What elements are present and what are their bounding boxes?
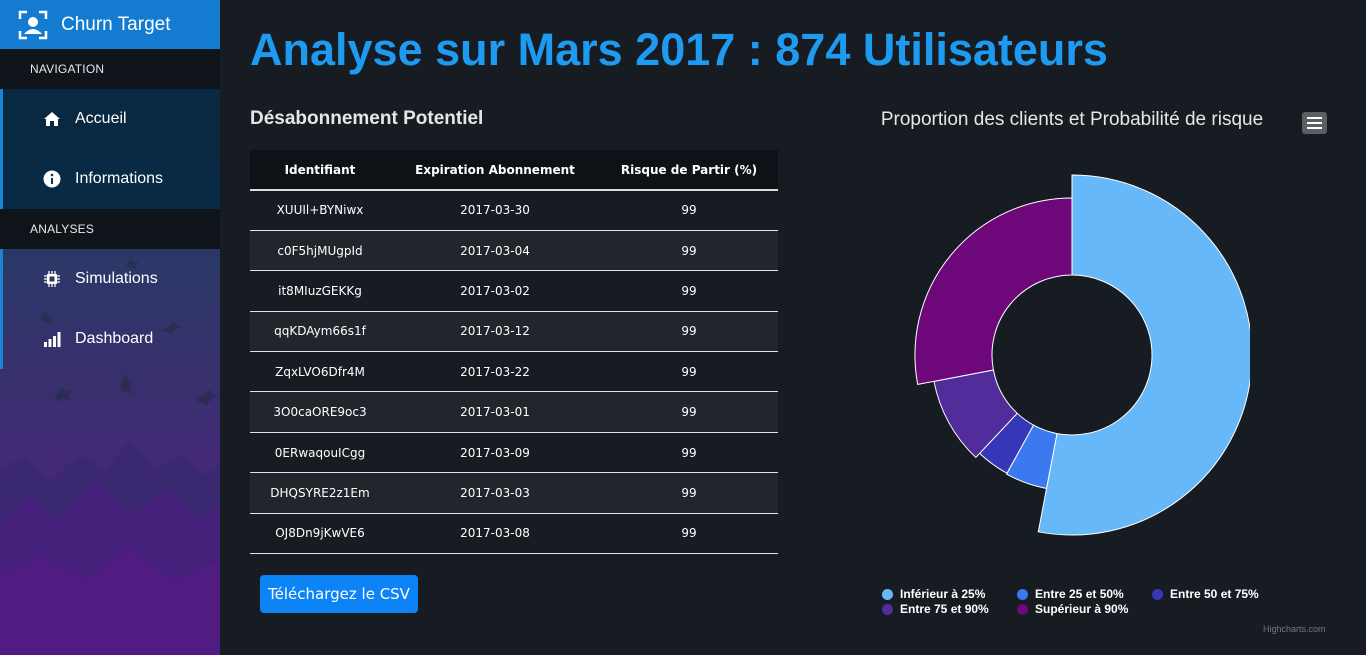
cell-identifiant: qqKDAym66s1f [250,311,390,353]
cell-expiration: 2017-03-22 [390,351,600,393]
cell-risque: 99 [600,190,778,231]
legend-swatch [882,588,893,600]
table-row: it8MIuzGEKKg 2017-03-02 99 [250,270,778,312]
chart-menu-button[interactable] [1302,112,1327,134]
legend-item[interactable]: Entre 75 et 90% [882,602,989,616]
table-row: c0F5hjMUgpId 2017-03-04 99 [250,230,778,272]
brand-name: Churn Target [61,13,171,35]
legend-item[interactable]: Supérieur à 90% [1017,602,1128,616]
hamburger-line [1307,122,1322,124]
legend-swatch [1017,588,1028,600]
nav-group-navigation-bg [0,89,220,209]
cell-expiration: 2017-03-03 [390,472,600,514]
cell-identifiant: 0ERwaqouICgg [250,432,390,474]
table-row: XUUIl+BYNiwx 2017-03-30 99 [250,190,778,231]
table-row: 0ERwaqouICgg 2017-03-09 99 [250,432,778,474]
sidebar-item-label: Accueil [75,110,127,127]
column-header-risque[interactable]: Risque de Partir (%) [600,150,778,191]
column-header-expiration[interactable]: Expiration Abonnement [390,150,600,191]
cell-expiration: 2017-03-08 [390,513,600,555]
section-title: Désabonnement Potentiel [250,108,484,129]
sidebar-item-label: Simulations [75,270,158,287]
donut-slice[interactable] [1037,174,1250,536]
page-title: Analyse sur Mars 2017 : 874 Utilisateurs [250,24,1108,75]
cell-expiration: 2017-03-30 [390,190,600,231]
legend-label: Entre 25 et 50% [1035,587,1124,601]
cell-risque: 99 [600,311,778,353]
sidebar: Churn Target NAVIGATION Accueil Informat… [0,0,220,655]
hamburger-line [1307,127,1322,129]
donut-slice[interactable] [914,197,1073,386]
legend-swatch [1152,588,1163,600]
table-header-row: Identifiant Expiration Abonnement Risque… [250,150,778,191]
table-row: ZqxLVO6Dfr4M 2017-03-22 99 [250,351,778,393]
sidebar-item-label: Dashboard [75,330,154,347]
cell-expiration: 2017-03-09 [390,432,600,474]
cell-expiration: 2017-03-02 [390,270,600,312]
legend-swatch [882,603,893,615]
cell-risque: 99 [600,513,778,555]
sidebar-item-label: Informations [75,170,164,187]
cell-risque: 99 [600,391,778,433]
cell-expiration: 2017-03-01 [390,391,600,433]
mountain-background [0,259,220,655]
chip-icon [43,270,61,288]
chart-title: Proportion des clients et Probabilité de… [880,109,1264,130]
chart-credits[interactable]: Highcharts.com [1263,624,1326,634]
cell-identifiant: XUUIl+BYNiwx [250,190,390,231]
legend-label: Inférieur à 25% [900,587,986,601]
cell-risque: 99 [600,472,778,514]
legend-label: Entre 50 et 75% [1170,587,1259,601]
info-icon [43,170,61,188]
sidebar-item-simulations[interactable]: Simulations [0,249,220,309]
donut-chart [914,174,1250,536]
table-row: DHQSYRE2z1Em 2017-03-03 99 [250,472,778,514]
download-csv-button[interactable]: Téléchargez le CSV [260,575,418,613]
legend-item[interactable]: Inférieur à 25% [882,587,985,601]
cell-identifiant: it8MIuzGEKKg [250,270,390,312]
table-row: OJ8Dn9jKwVE6 2017-03-08 99 [250,513,778,555]
cell-risque: 99 [600,230,778,272]
legend-swatch [1017,603,1028,615]
cell-identifiant: ZqxLVO6Dfr4M [250,351,390,393]
legend-item[interactable]: Entre 25 et 50% [1017,587,1124,601]
sidebar-item-dashboard[interactable]: Dashboard [0,309,220,369]
cell-expiration: 2017-03-04 [390,230,600,272]
cell-identifiant: 3O0caORE9oc3 [250,391,390,433]
cell-identifiant: c0F5hjMUgpId [250,230,390,272]
legend-item[interactable]: Entre 50 et 75% [1152,587,1259,601]
cell-identifiant: DHQSYRE2z1Em [250,472,390,514]
cell-risque: 99 [600,351,778,393]
sidebar-item-informations[interactable]: Informations [0,149,220,209]
cell-risque: 99 [600,270,778,312]
sidebar-item-accueil[interactable]: Accueil [0,89,220,149]
table-row: qqKDAym66s1f 2017-03-12 99 [250,311,778,353]
churn-table: Identifiant Expiration Abonnement Risque… [250,150,778,555]
bar-chart-icon [43,330,61,348]
legend-label: Entre 75 et 90% [900,602,989,616]
cell-risque: 99 [600,432,778,474]
home-icon [43,110,61,128]
user-target-icon [18,10,48,39]
column-header-identifiant[interactable]: Identifiant [250,150,390,191]
hamburger-line [1307,117,1322,119]
nav-header-navigation: NAVIGATION [0,49,220,89]
table-row: 3O0caORE9oc3 2017-03-01 99 [250,391,778,433]
cell-identifiant: OJ8Dn9jKwVE6 [250,513,390,555]
cell-expiration: 2017-03-12 [390,311,600,353]
nav-header-analyses: ANALYSES [0,209,220,249]
legend-label: Supérieur à 90% [1035,602,1129,616]
brand-header[interactable]: Churn Target [0,0,220,49]
